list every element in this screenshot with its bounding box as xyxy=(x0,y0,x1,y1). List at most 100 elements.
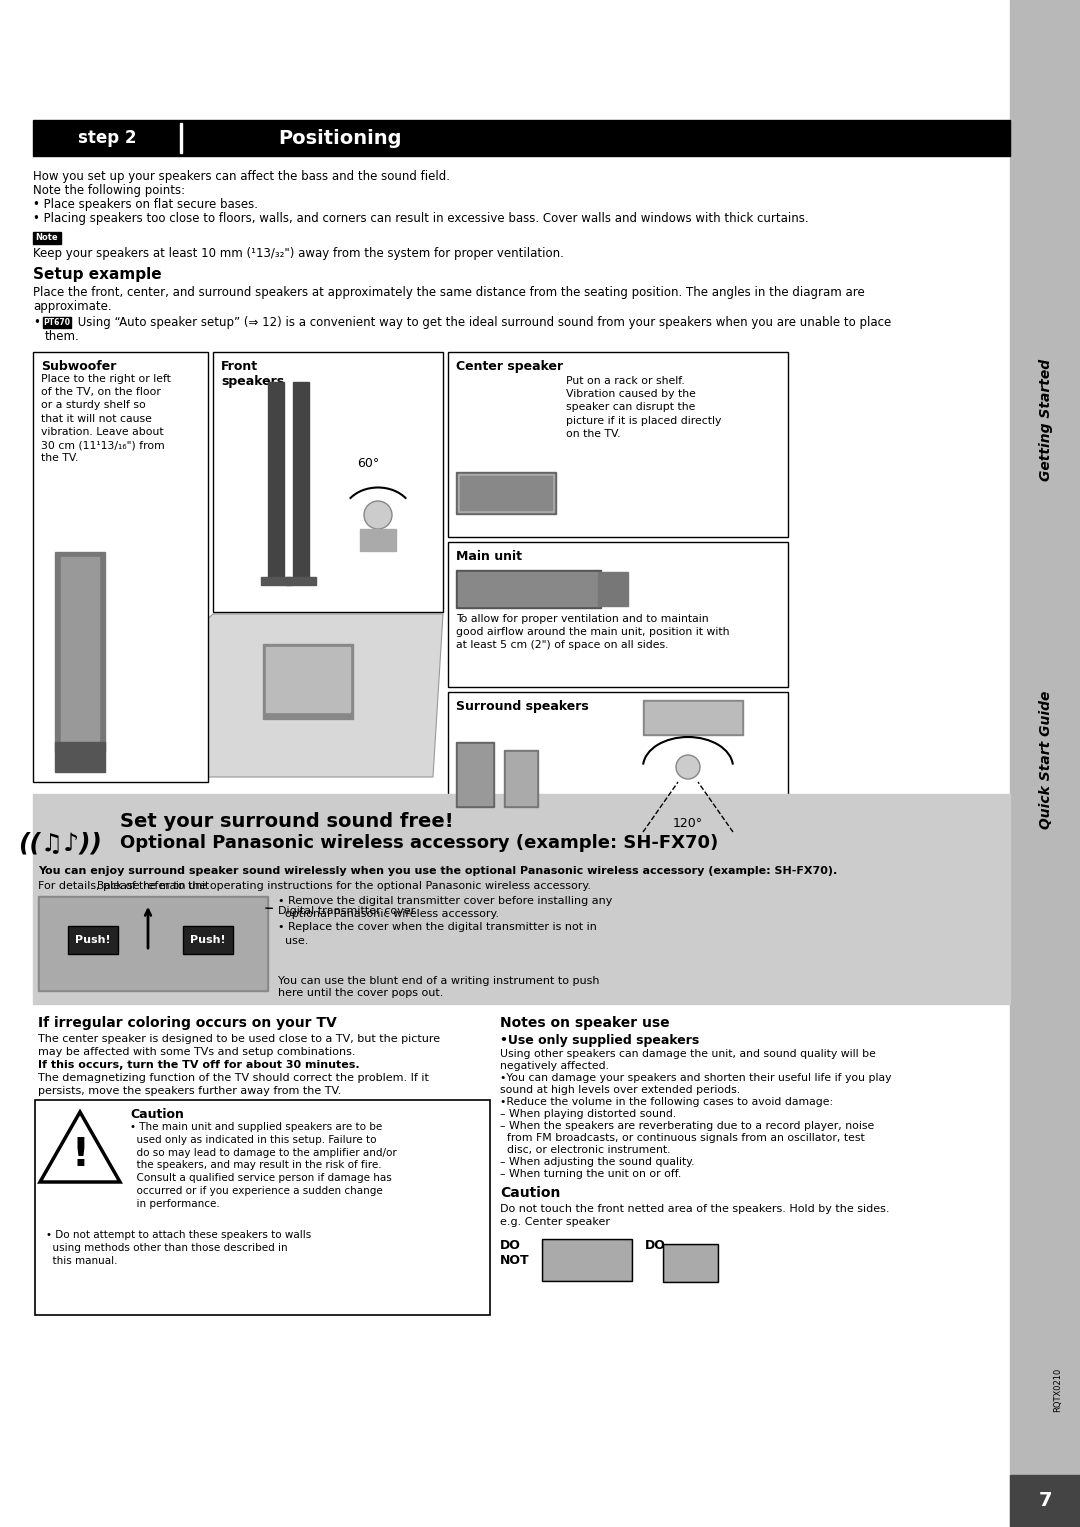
Text: How you set up your speakers can affect the bass and the sound field.: How you set up your speakers can affect … xyxy=(33,169,450,183)
Text: • The main unit and supplied speakers are to be
  used only as indicated in this: • The main unit and supplied speakers ar… xyxy=(130,1122,396,1209)
Bar xyxy=(266,647,350,712)
Text: Optional Panasonic wireless accessory (example: SH-FX70): Optional Panasonic wireless accessory (e… xyxy=(120,834,718,852)
Text: – When adjusting the sound quality.: – When adjusting the sound quality. xyxy=(500,1157,694,1167)
Bar xyxy=(40,898,266,989)
Text: Note: Note xyxy=(36,234,58,243)
Text: Back of the main unit: Back of the main unit xyxy=(97,881,210,890)
Bar xyxy=(504,750,538,806)
Text: To allow for proper ventilation and to maintain
good airflow around the main uni: To allow for proper ventilation and to m… xyxy=(456,614,729,651)
Text: Push!: Push! xyxy=(76,935,111,945)
Text: If this occurs, turn the TV off for about 30 minutes.: If this occurs, turn the TV off for abou… xyxy=(38,1060,360,1070)
Bar xyxy=(180,124,183,153)
Bar xyxy=(33,121,1010,156)
Bar xyxy=(458,744,492,805)
Text: disc, or electronic instrument.: disc, or electronic instrument. xyxy=(500,1145,671,1154)
Bar xyxy=(456,570,600,608)
FancyBboxPatch shape xyxy=(448,353,788,538)
Bar xyxy=(458,473,554,512)
Text: persists, move the speakers further away from the TV.: persists, move the speakers further away… xyxy=(38,1086,341,1096)
Text: Place to the right or left
of the TV, on the floor
or a sturdy shelf so
that it : Place to the right or left of the TV, on… xyxy=(41,374,171,463)
Text: Note the following points:: Note the following points: xyxy=(33,183,185,197)
Text: Center speaker: Center speaker xyxy=(456,360,563,373)
Text: •Reduce the volume in the following cases to avoid damage:: •Reduce the volume in the following case… xyxy=(500,1096,833,1107)
Bar xyxy=(544,1241,630,1280)
Text: from FM broadcasts, or continuous signals from an oscillator, test: from FM broadcasts, or continuous signal… xyxy=(500,1133,865,1144)
Bar xyxy=(645,702,741,733)
Text: Subwoofer: Subwoofer xyxy=(41,360,117,373)
Bar xyxy=(360,528,396,551)
Text: For details, please refer to the operating instructions for the optional Panason: For details, please refer to the operati… xyxy=(38,881,591,890)
Circle shape xyxy=(364,501,392,528)
Text: Set your surround sound free!: Set your surround sound free! xyxy=(120,812,454,831)
Text: may be affected with some TVs and setup combinations.: may be affected with some TVs and setup … xyxy=(38,1048,355,1057)
Text: Front
speakers: Front speakers xyxy=(221,360,284,388)
Bar xyxy=(598,573,627,606)
Text: sound at high levels over extended periods.: sound at high levels over extended perio… xyxy=(500,1086,740,1095)
Text: PT670: PT670 xyxy=(43,318,70,327)
Text: The center speaker is designed to be used close to a TV, but the picture: The center speaker is designed to be use… xyxy=(38,1034,441,1044)
Polygon shape xyxy=(38,614,443,777)
Text: The demagnetizing function of the TV should correct the problem. If it: The demagnetizing function of the TV sho… xyxy=(38,1073,429,1083)
Text: Caution: Caution xyxy=(500,1186,561,1200)
Bar xyxy=(1010,1475,1080,1527)
FancyBboxPatch shape xyxy=(448,542,788,687)
Bar xyxy=(542,1238,632,1281)
Bar xyxy=(456,472,556,515)
Text: Using “Auto speaker setup” (⇒ 12) is a convenient way to get the ideal surround : Using “Auto speaker setup” (⇒ 12) is a c… xyxy=(75,316,891,328)
Text: approximate.: approximate. xyxy=(33,299,111,313)
Text: – When playing distorted sound.: – When playing distorted sound. xyxy=(500,1109,676,1119)
Text: negatively affected.: negatively affected. xyxy=(500,1061,609,1070)
Bar xyxy=(665,1246,716,1280)
Text: Push!: Push! xyxy=(190,935,226,945)
Text: Notes on speaker use: Notes on speaker use xyxy=(500,1015,670,1031)
Bar xyxy=(286,577,316,585)
Text: Positioning: Positioning xyxy=(279,128,402,148)
Bar xyxy=(68,925,118,954)
Text: • Place speakers on flat secure bases.: • Place speakers on flat secure bases. xyxy=(33,199,258,211)
Text: Main unit: Main unit xyxy=(456,550,522,563)
Bar xyxy=(33,794,1010,1003)
Text: • Do not attempt to attach these speakers to walls
  using methods other than th: • Do not attempt to attach these speaker… xyxy=(46,1231,311,1266)
Text: Using other speakers can damage the unit, and sound quality will be: Using other speakers can damage the unit… xyxy=(500,1049,876,1060)
Text: •You can damage your speakers and shorten their useful life if you play: •You can damage your speakers and shorte… xyxy=(500,1073,891,1083)
Text: ((♫♪)): ((♫♪)) xyxy=(18,832,102,857)
Text: • Placing speakers too close to floors, walls, and corners can result in excessi: • Placing speakers too close to floors, … xyxy=(33,212,809,224)
Bar xyxy=(38,896,268,991)
Text: RQTX0210: RQTX0210 xyxy=(1053,1368,1063,1412)
Bar xyxy=(663,1245,718,1283)
Text: 60°: 60° xyxy=(356,457,379,470)
FancyBboxPatch shape xyxy=(35,1099,490,1315)
Text: Digital transmitter cover: Digital transmitter cover xyxy=(266,906,415,916)
FancyBboxPatch shape xyxy=(213,353,443,612)
Bar xyxy=(456,742,494,806)
Text: Getting Started: Getting Started xyxy=(1039,359,1053,481)
Text: Setup example: Setup example xyxy=(33,267,162,282)
Bar xyxy=(643,699,743,734)
Text: Keep your speakers at least 10 mm (¹13/₃₂") away from the system for proper vent: Keep your speakers at least 10 mm (¹13/₃… xyxy=(33,247,564,260)
Polygon shape xyxy=(40,1112,120,1182)
Bar xyxy=(264,644,353,719)
Bar xyxy=(183,925,233,954)
Bar xyxy=(1010,0,1080,1527)
Text: Put on a rack or shelf.
Vibration caused by the
speaker can disrupt the
picture : Put on a rack or shelf. Vibration caused… xyxy=(566,376,721,438)
Text: 120°: 120° xyxy=(673,817,703,831)
Bar xyxy=(60,557,99,742)
Bar xyxy=(33,232,60,244)
Bar xyxy=(268,382,284,577)
Text: DO: DO xyxy=(645,1238,666,1252)
Text: Surround speakers: Surround speakers xyxy=(456,699,589,713)
Text: Caution: Caution xyxy=(130,1109,184,1121)
Bar xyxy=(293,382,309,577)
Bar xyxy=(458,573,599,606)
Text: •: • xyxy=(33,316,40,328)
Text: 7: 7 xyxy=(1038,1492,1052,1510)
Text: step 2: step 2 xyxy=(78,128,136,147)
Bar xyxy=(55,742,105,773)
Text: Quick Start Guide: Quick Start Guide xyxy=(1039,690,1053,829)
Text: You can use the blunt end of a writing instrument to push
here until the cover p: You can use the blunt end of a writing i… xyxy=(278,976,599,997)
Bar xyxy=(55,551,105,751)
Circle shape xyxy=(676,754,700,779)
Bar xyxy=(261,577,291,585)
Text: – When turning the unit on or off.: – When turning the unit on or off. xyxy=(500,1170,681,1179)
Text: DO
NOT: DO NOT xyxy=(500,1238,529,1267)
